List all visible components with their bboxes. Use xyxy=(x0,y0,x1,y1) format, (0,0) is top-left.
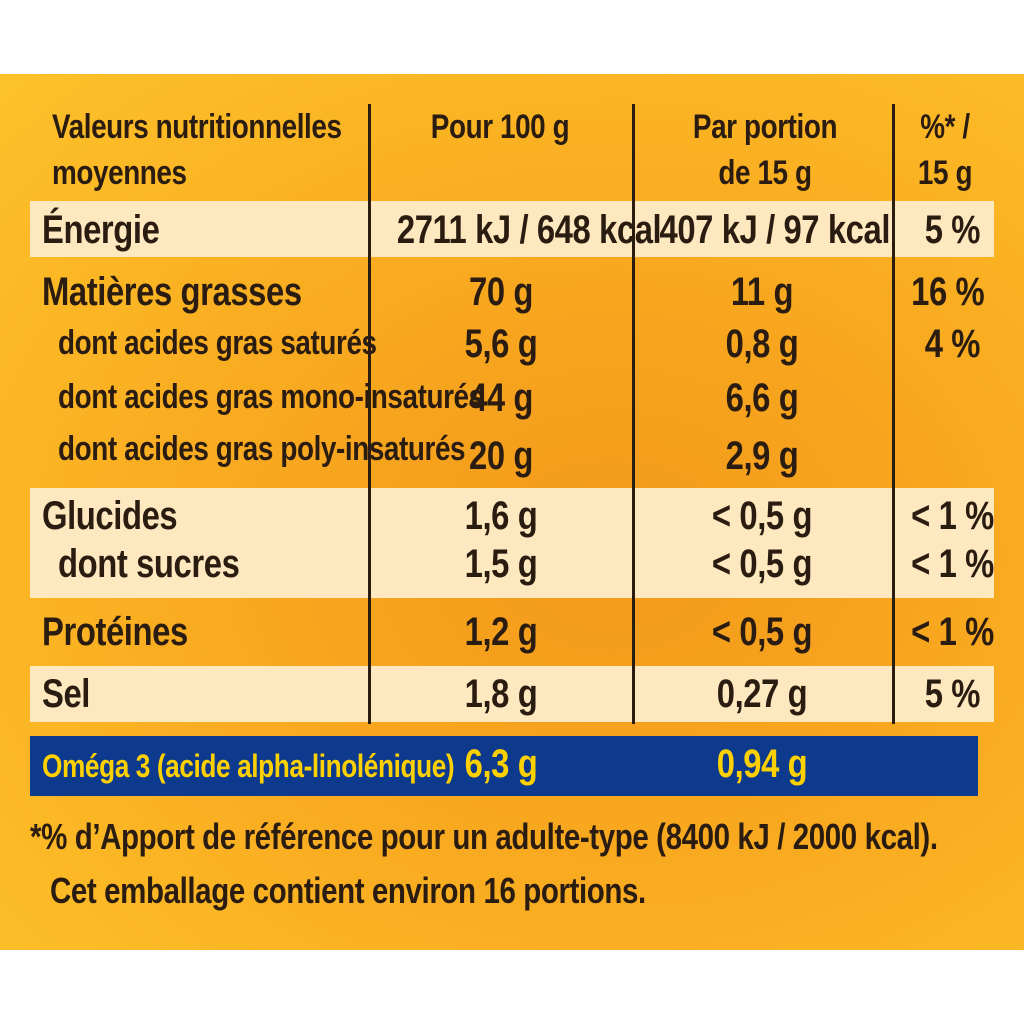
row-satures-label: dont acides gras saturés xyxy=(58,324,377,362)
row-satures-per100: 5,6 g xyxy=(464,322,538,366)
row-satures-pct: 4 % xyxy=(924,322,981,366)
row-energie-label: Énergie xyxy=(42,208,160,252)
omega-per100: 6,3 g xyxy=(464,742,538,786)
footnote-line1: *% d’Apport de référence pour un adulte-… xyxy=(30,816,938,857)
row-glucides-label: Glucides xyxy=(42,494,178,538)
footnote-line2: Cet emballage contient environ 16 portio… xyxy=(50,870,646,911)
header-col4-line2: 15 g xyxy=(917,154,973,192)
row-glucides-per100: 1,6 g xyxy=(464,494,538,538)
row-poly-per100: 20 g xyxy=(468,434,533,478)
row-sucres-portion: < 0,5 g xyxy=(711,542,813,586)
column-divider-1 xyxy=(368,104,371,724)
row-proteines-per100: 1,2 g xyxy=(464,610,538,654)
row-sucres-pct: < 1 % xyxy=(911,542,994,586)
band-glucides xyxy=(30,488,994,598)
row-poly-label: dont acides gras poly-insaturés xyxy=(58,430,466,468)
header-col2: Pour 100 g xyxy=(430,108,570,146)
row-proteines-label: Protéines xyxy=(42,610,188,654)
row-sucres-label: dont sucres xyxy=(58,542,240,586)
row-poly-portion: 2,9 g xyxy=(725,434,799,478)
omega-label: Oméga 3 (acide alpha-linolénique) xyxy=(42,748,455,784)
row-energie-portion: 407 kJ / 97 kcal xyxy=(659,208,891,252)
row-energie-per100: 2711 kJ / 648 kcal xyxy=(396,208,662,252)
band-energy xyxy=(30,201,994,257)
row-mg-portion: 11 g xyxy=(730,270,794,314)
header-col4: %* / xyxy=(920,108,970,146)
row-energie-pct: 5 % xyxy=(924,208,981,252)
column-divider-3 xyxy=(892,104,895,724)
row-sel-label: Sel xyxy=(42,672,91,716)
row-mono-per100: 44 g xyxy=(468,376,533,420)
header-col1-line2: moyennes xyxy=(52,154,187,192)
nutrition-panel: Valeurs nutritionnelles moyennes Pour 10… xyxy=(0,74,1024,950)
row-sel-portion: 0,27 g xyxy=(716,672,808,716)
row-mono-portion: 6,6 g xyxy=(725,376,799,420)
row-mg-label: Matières grasses xyxy=(42,270,302,314)
row-proteines-portion: < 0,5 g xyxy=(711,610,813,654)
header-col3-line2: de 15 g xyxy=(718,154,812,192)
row-mg-pct: 16 % xyxy=(911,270,985,314)
header-col3: Par portion xyxy=(692,108,838,146)
row-sel-per100: 1,8 g xyxy=(464,672,538,716)
row-glucides-portion: < 0,5 g xyxy=(711,494,813,538)
row-sel-pct: 5 % xyxy=(924,672,981,716)
row-satures-portion: 0,8 g xyxy=(725,322,799,366)
row-mono-label: dont acides gras mono-insaturés xyxy=(58,378,484,416)
row-sucres-per100: 1,5 g xyxy=(464,542,538,586)
header-col1: Valeurs nutritionnelles xyxy=(52,108,342,146)
omega-portion: 0,94 g xyxy=(716,742,808,786)
row-glucides-pct: < 1 % xyxy=(911,494,994,538)
row-mg-per100: 70 g xyxy=(468,270,533,314)
column-divider-2 xyxy=(632,104,635,724)
row-proteines-pct: < 1 % xyxy=(911,610,994,654)
omega-band xyxy=(30,736,978,796)
band-sel xyxy=(30,666,994,722)
